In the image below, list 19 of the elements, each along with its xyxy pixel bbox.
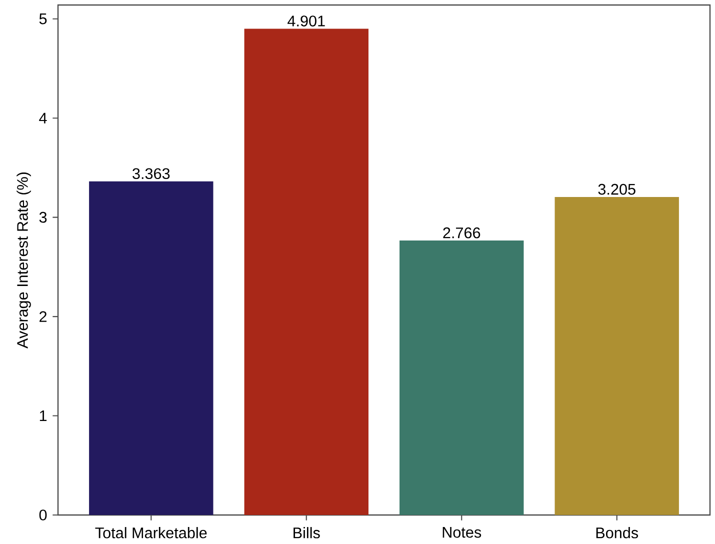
bar	[244, 28, 368, 515]
data-label: 3.363	[132, 168, 170, 180]
y-tick-label: 3	[39, 212, 47, 223]
y-tick-label: 5	[39, 14, 47, 24]
data-label: 3.205	[598, 184, 636, 195]
y-tick-label: 1	[40, 410, 47, 422]
y-tick-label: 0	[39, 510, 47, 520]
y-axis-title: Average Interest Rate (%)	[16, 172, 31, 348]
data-label: 2.766	[443, 227, 480, 238]
y-tick-label: 2	[40, 311, 47, 322]
bar	[400, 240, 524, 515]
data-label: 4.901	[288, 16, 325, 26]
x-tick-label: Total Marketable	[95, 527, 207, 538]
bar	[89, 181, 214, 515]
y-tick-label: 4	[39, 112, 47, 124]
x-tick-label: Bills	[294, 527, 320, 538]
x-tick-label: Bonds	[596, 527, 638, 538]
bar	[554, 196, 679, 515]
x-tick-label: Notes	[442, 527, 482, 538]
